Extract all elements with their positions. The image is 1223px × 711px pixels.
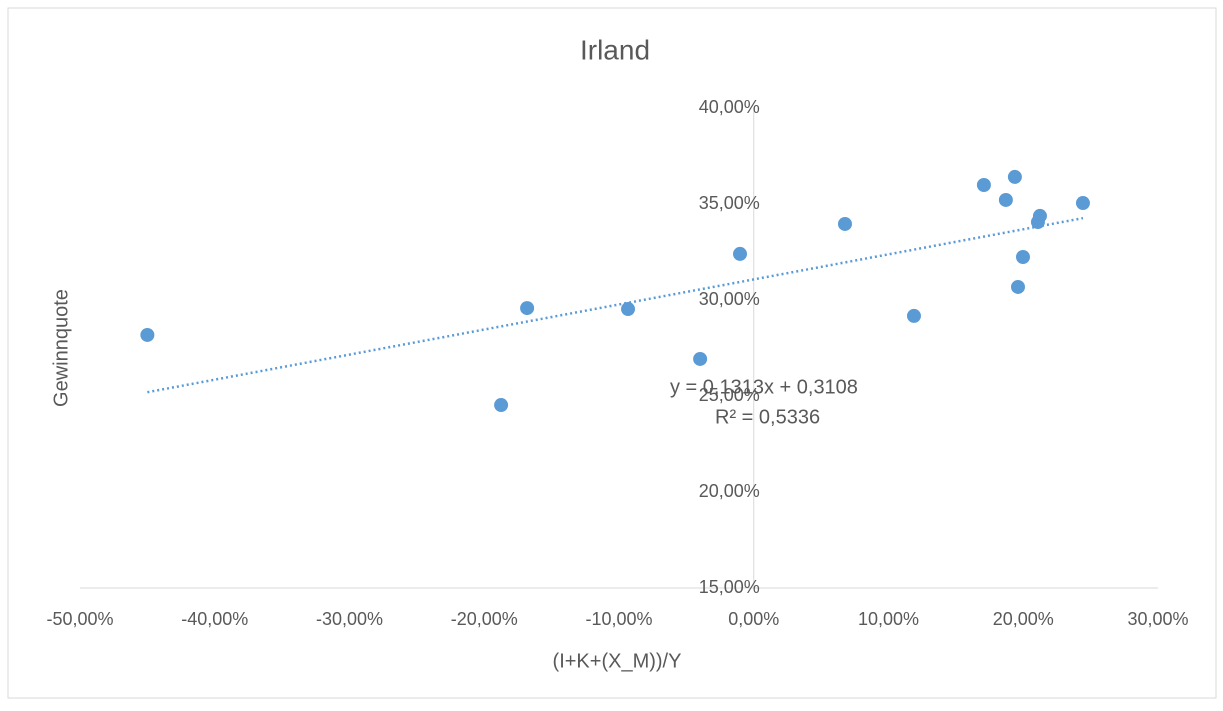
point (733, 246, 748, 261)
x-tick-label: -20,00% (451, 609, 518, 629)
point (693, 351, 708, 366)
x-tick-label: 30,00% (1127, 609, 1188, 629)
point (494, 398, 509, 413)
x-axis-label: (I+K+(X_M))/Y (553, 650, 682, 672)
x-tick-label: -10,00% (585, 609, 652, 629)
point (520, 301, 535, 316)
point (1007, 169, 1022, 184)
point (140, 327, 155, 342)
point (1075, 196, 1090, 211)
x-tick-label: -30,00% (316, 609, 383, 629)
y-tick-label: 20,00% (699, 481, 760, 501)
y-tick-label: 25,00% (699, 385, 760, 405)
point (998, 192, 1013, 207)
point (621, 302, 636, 317)
chart-border (7, 7, 1217, 699)
x-tick-label: -40,00% (181, 609, 248, 629)
y-tick-label: 35,00% (699, 193, 760, 213)
point (1015, 249, 1030, 264)
point (1010, 279, 1025, 294)
point (837, 216, 852, 231)
y-tick-label: 40,00% (699, 97, 760, 117)
x-tick-label: -50,00% (46, 609, 113, 629)
y-axis-label: Gewinnquote (50, 289, 72, 407)
point (1032, 208, 1047, 223)
x-tick-label: 10,00% (858, 609, 919, 629)
point (906, 308, 921, 323)
trendline-r2: R² = 0,5336 (715, 406, 820, 428)
x-tick-label: 0,00% (728, 609, 779, 629)
trendline (147, 216, 1084, 394)
y-tick-label: 30,00% (699, 289, 760, 309)
point (976, 177, 991, 192)
chart-title: Irland (580, 34, 650, 65)
trendline-equation: y = 0,1313x + 0,3108 (670, 376, 858, 398)
x-tick-label: 20,00% (993, 609, 1054, 629)
y-tick-label: 15,00% (699, 577, 760, 597)
